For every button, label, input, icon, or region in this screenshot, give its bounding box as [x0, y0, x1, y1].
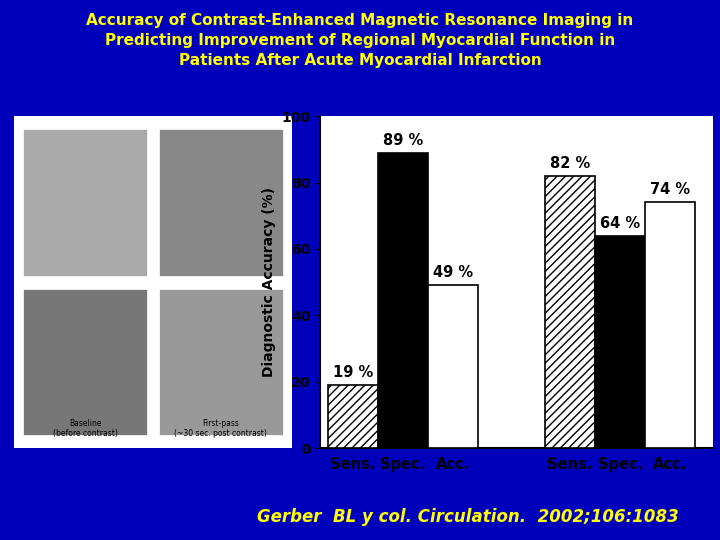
Bar	[23, 289, 148, 435]
Text: 89 %: 89 %	[383, 133, 423, 147]
Bar	[23, 130, 148, 275]
Text: 19 %: 19 %	[333, 365, 373, 380]
Bar	[645, 202, 696, 448]
Text: First-pass
(~30 sec. post contrast): First-pass (~30 sec. post contrast)	[174, 419, 267, 438]
Text: Accuracy of Contrast-Enhanced Magnetic Resonance Imaging in
Predicting Improveme: Accuracy of Contrast-Enhanced Magnetic R…	[86, 14, 634, 68]
Bar	[595, 235, 645, 448]
Bar	[545, 176, 595, 448]
Text: Baseline
(before contrast): Baseline (before contrast)	[53, 419, 117, 438]
Bar	[428, 286, 478, 448]
Bar	[158, 130, 283, 275]
Text: 49 %: 49 %	[433, 266, 473, 280]
Bar	[378, 153, 428, 448]
Y-axis label: Diagnostic Accuracy (%): Diagnostic Accuracy (%)	[262, 187, 276, 377]
Bar	[328, 385, 378, 448]
Text: 74 %: 74 %	[650, 183, 690, 198]
Text: A: A	[17, 119, 26, 130]
Bar	[158, 289, 283, 435]
Text: 64 %: 64 %	[600, 215, 640, 231]
Text: 82 %: 82 %	[550, 156, 590, 171]
Text: Gerber  BL y col. Circulation.  2002;106:1083: Gerber BL y col. Circulation. 2002;106:1…	[257, 509, 679, 526]
Text: B: B	[17, 279, 25, 289]
